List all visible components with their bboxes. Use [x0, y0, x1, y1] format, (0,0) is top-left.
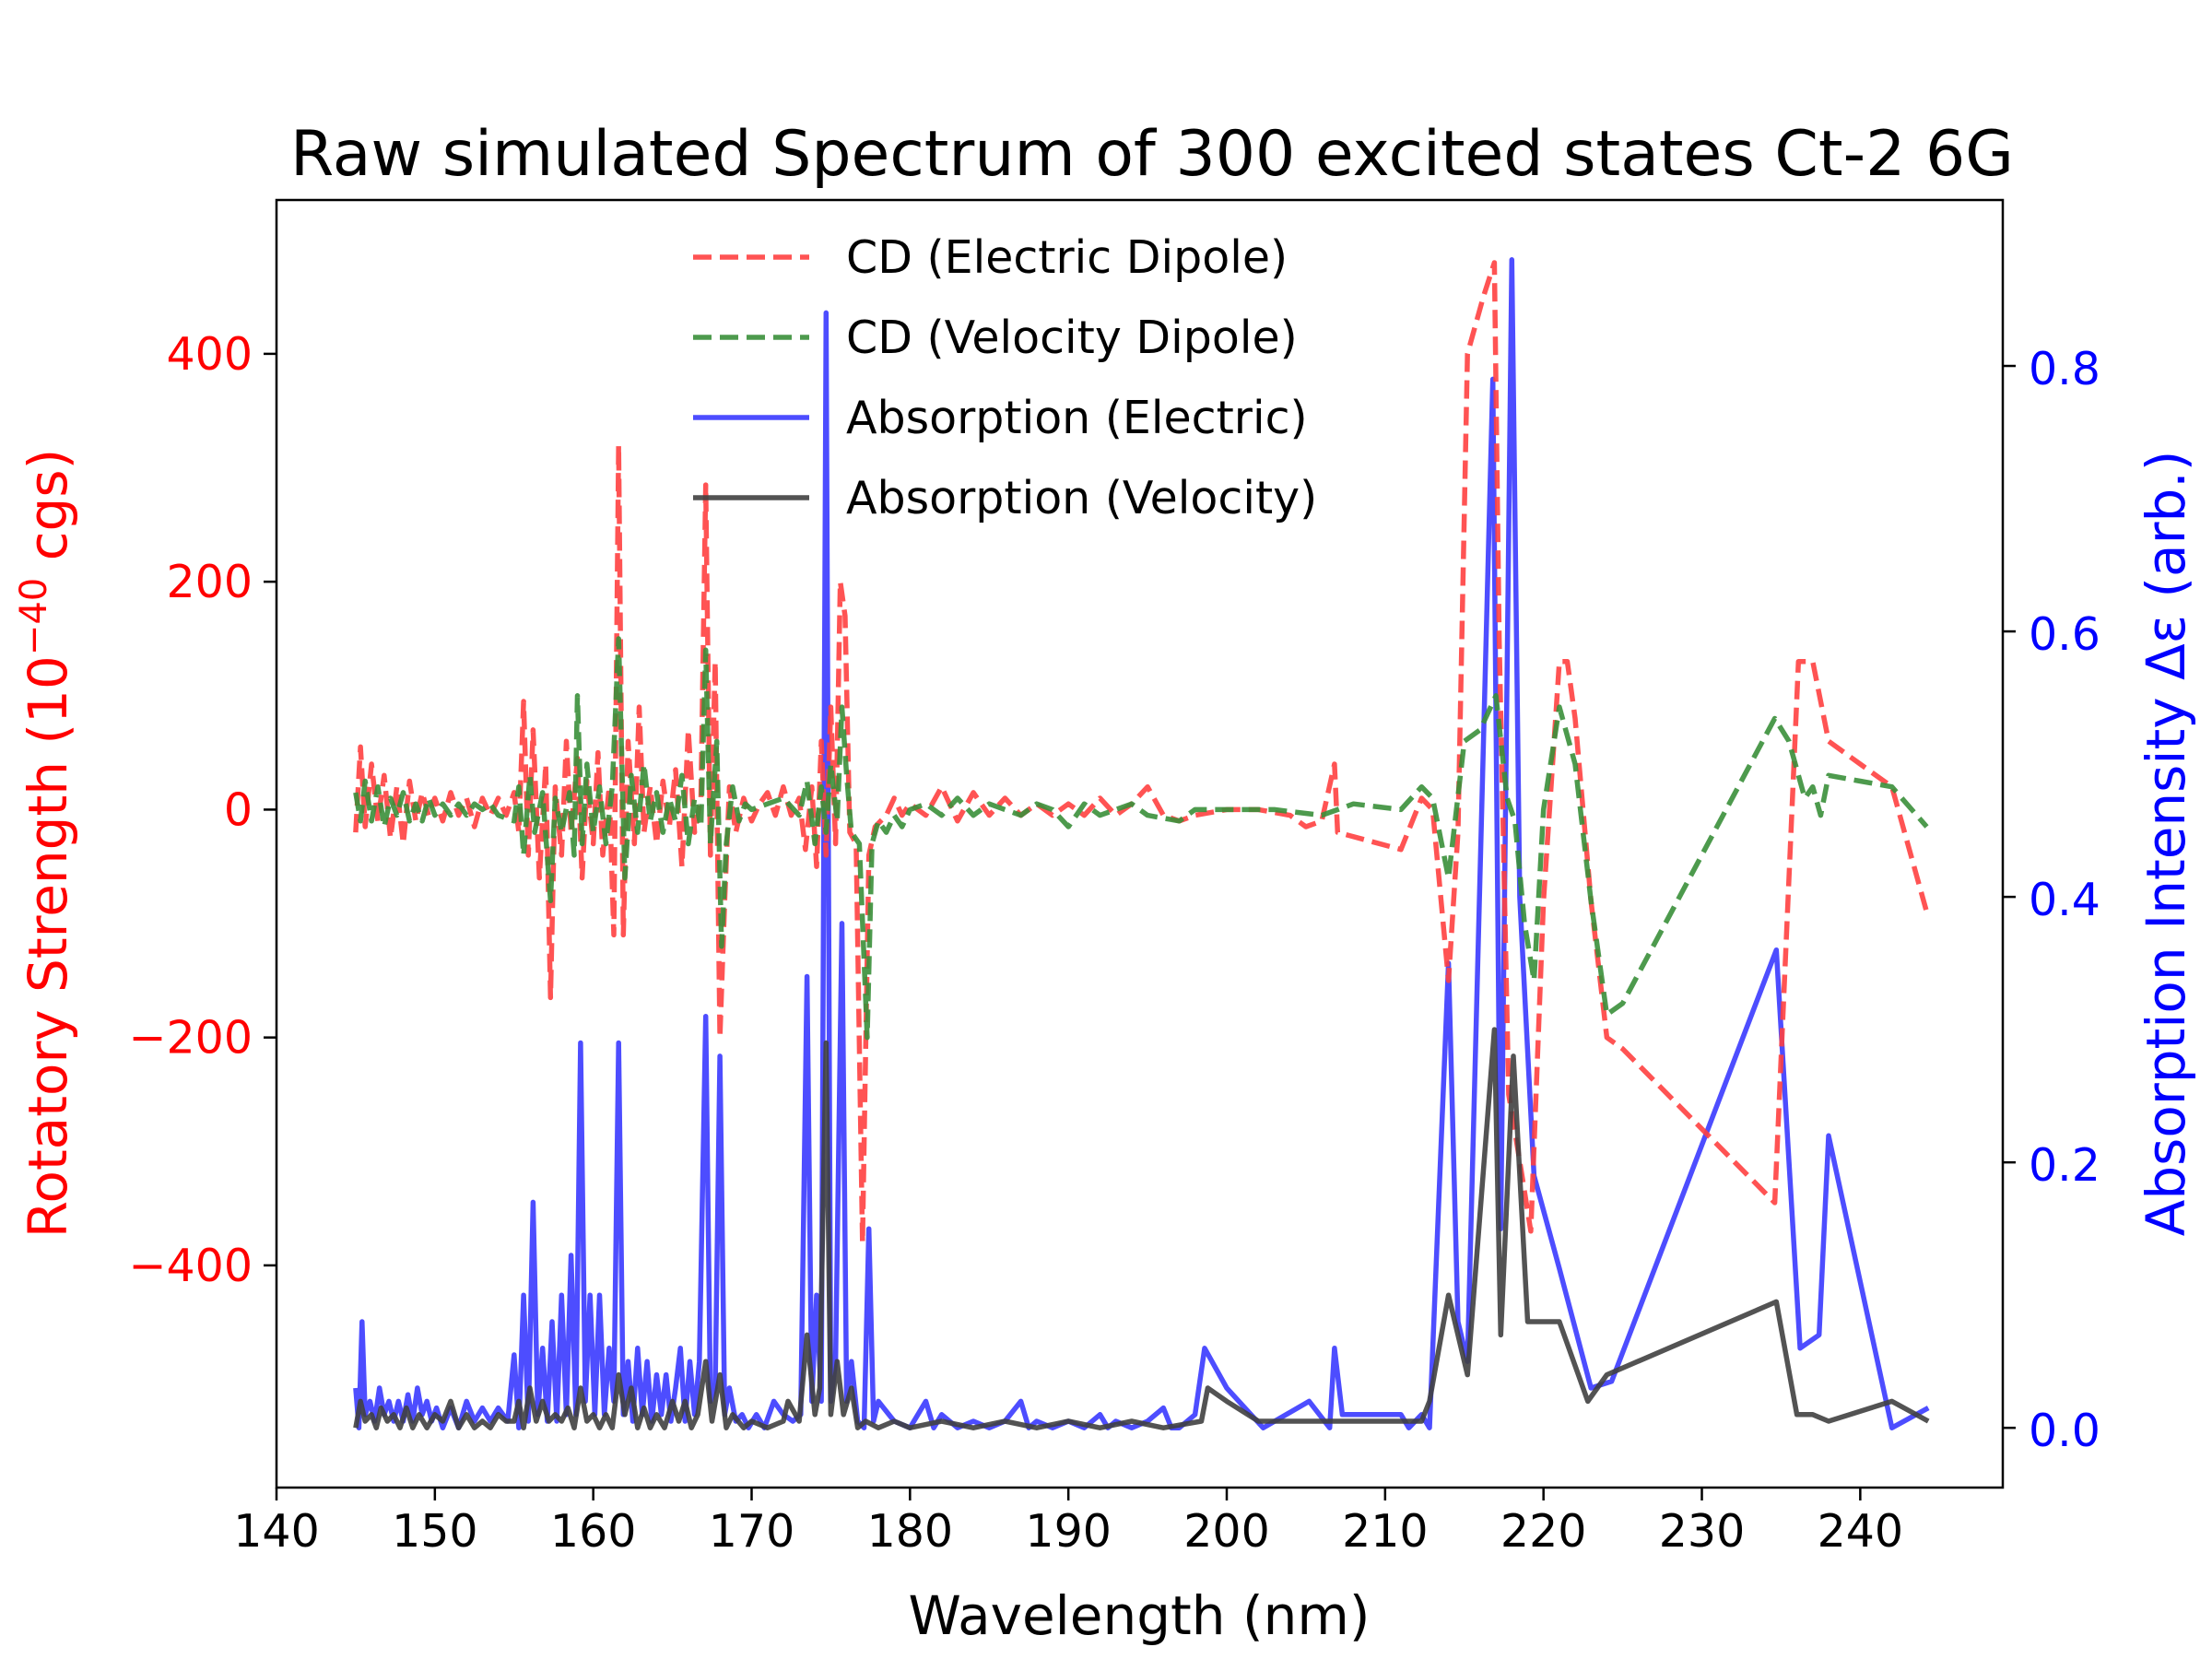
legend-label: CD (Velocity Dipole): [846, 312, 1298, 364]
y-axis-left-label-main: Rotatory Strength (10: [17, 655, 79, 1238]
x-tick-label: 240: [1818, 1505, 1904, 1558]
x-tick-label: 230: [1659, 1505, 1746, 1558]
y-right-tick-label: 0.2: [2029, 1139, 2100, 1192]
y-left-tick-label: −200: [128, 1012, 253, 1065]
y-left-tick-label: 400: [166, 328, 253, 381]
x-tick-label: 150: [392, 1505, 478, 1558]
x-tick-label: 160: [550, 1505, 637, 1558]
cd-velocity-line: [353, 636, 1929, 1041]
y-right-tick-label: 0.0: [2029, 1405, 2100, 1457]
y-right-tick-label: 0.4: [2029, 874, 2100, 926]
y-axis-right-label: Absorption Intensity Δε (arb.): [2135, 451, 2197, 1237]
y-right-tick-label: 0.6: [2029, 608, 2100, 661]
chart-title: Raw simulated Spectrum of 300 excited st…: [290, 118, 2014, 191]
legend: CD (Electric Dipole) CD (Velocity Dipole)…: [693, 231, 1317, 524]
x-tick-label: 210: [1342, 1505, 1429, 1558]
absorption-velocity-line: [353, 1027, 1930, 1430]
legend-label: CD (Electric Dipole): [846, 231, 1288, 284]
y-left-tick-label: 200: [166, 556, 253, 608]
cd-electric-line: [353, 260, 1930, 1245]
x-tick-label: 220: [1500, 1505, 1587, 1558]
x-tick-label: 190: [1025, 1505, 1112, 1558]
y-axis-left-label-exponent: −40: [13, 578, 55, 655]
y-axis-left-label-unit: cgs): [17, 449, 79, 578]
y-axis-left: −400 −200 0 200 400: [128, 328, 276, 1292]
x-tick-label: 180: [867, 1505, 954, 1558]
x-tick-label: 200: [1183, 1505, 1270, 1558]
y-axis-right: 0.0 0.2 0.4 0.6 0.8: [2003, 343, 2100, 1457]
x-axis-label: Wavelength (nm): [908, 1584, 1370, 1647]
plot-frame: [275, 198, 2005, 1489]
y-left-tick-label: −400: [128, 1240, 253, 1292]
x-tick-label: 170: [709, 1505, 795, 1558]
x-axis: 140 150 160 170 180 190 200 210 220 230 240: [233, 1488, 1903, 1558]
legend-label: Absorption (Velocity): [846, 472, 1317, 524]
y-axis-left-label: Rotatory Strength (10−40 cgs): [13, 449, 79, 1238]
y-right-tick-label: 0.8: [2029, 343, 2100, 395]
y-left-tick-label: 0: [224, 783, 253, 836]
legend-label: Absorption (Electric): [846, 392, 1308, 444]
x-tick-label: 140: [233, 1505, 320, 1558]
series-layer: [353, 257, 1930, 1430]
